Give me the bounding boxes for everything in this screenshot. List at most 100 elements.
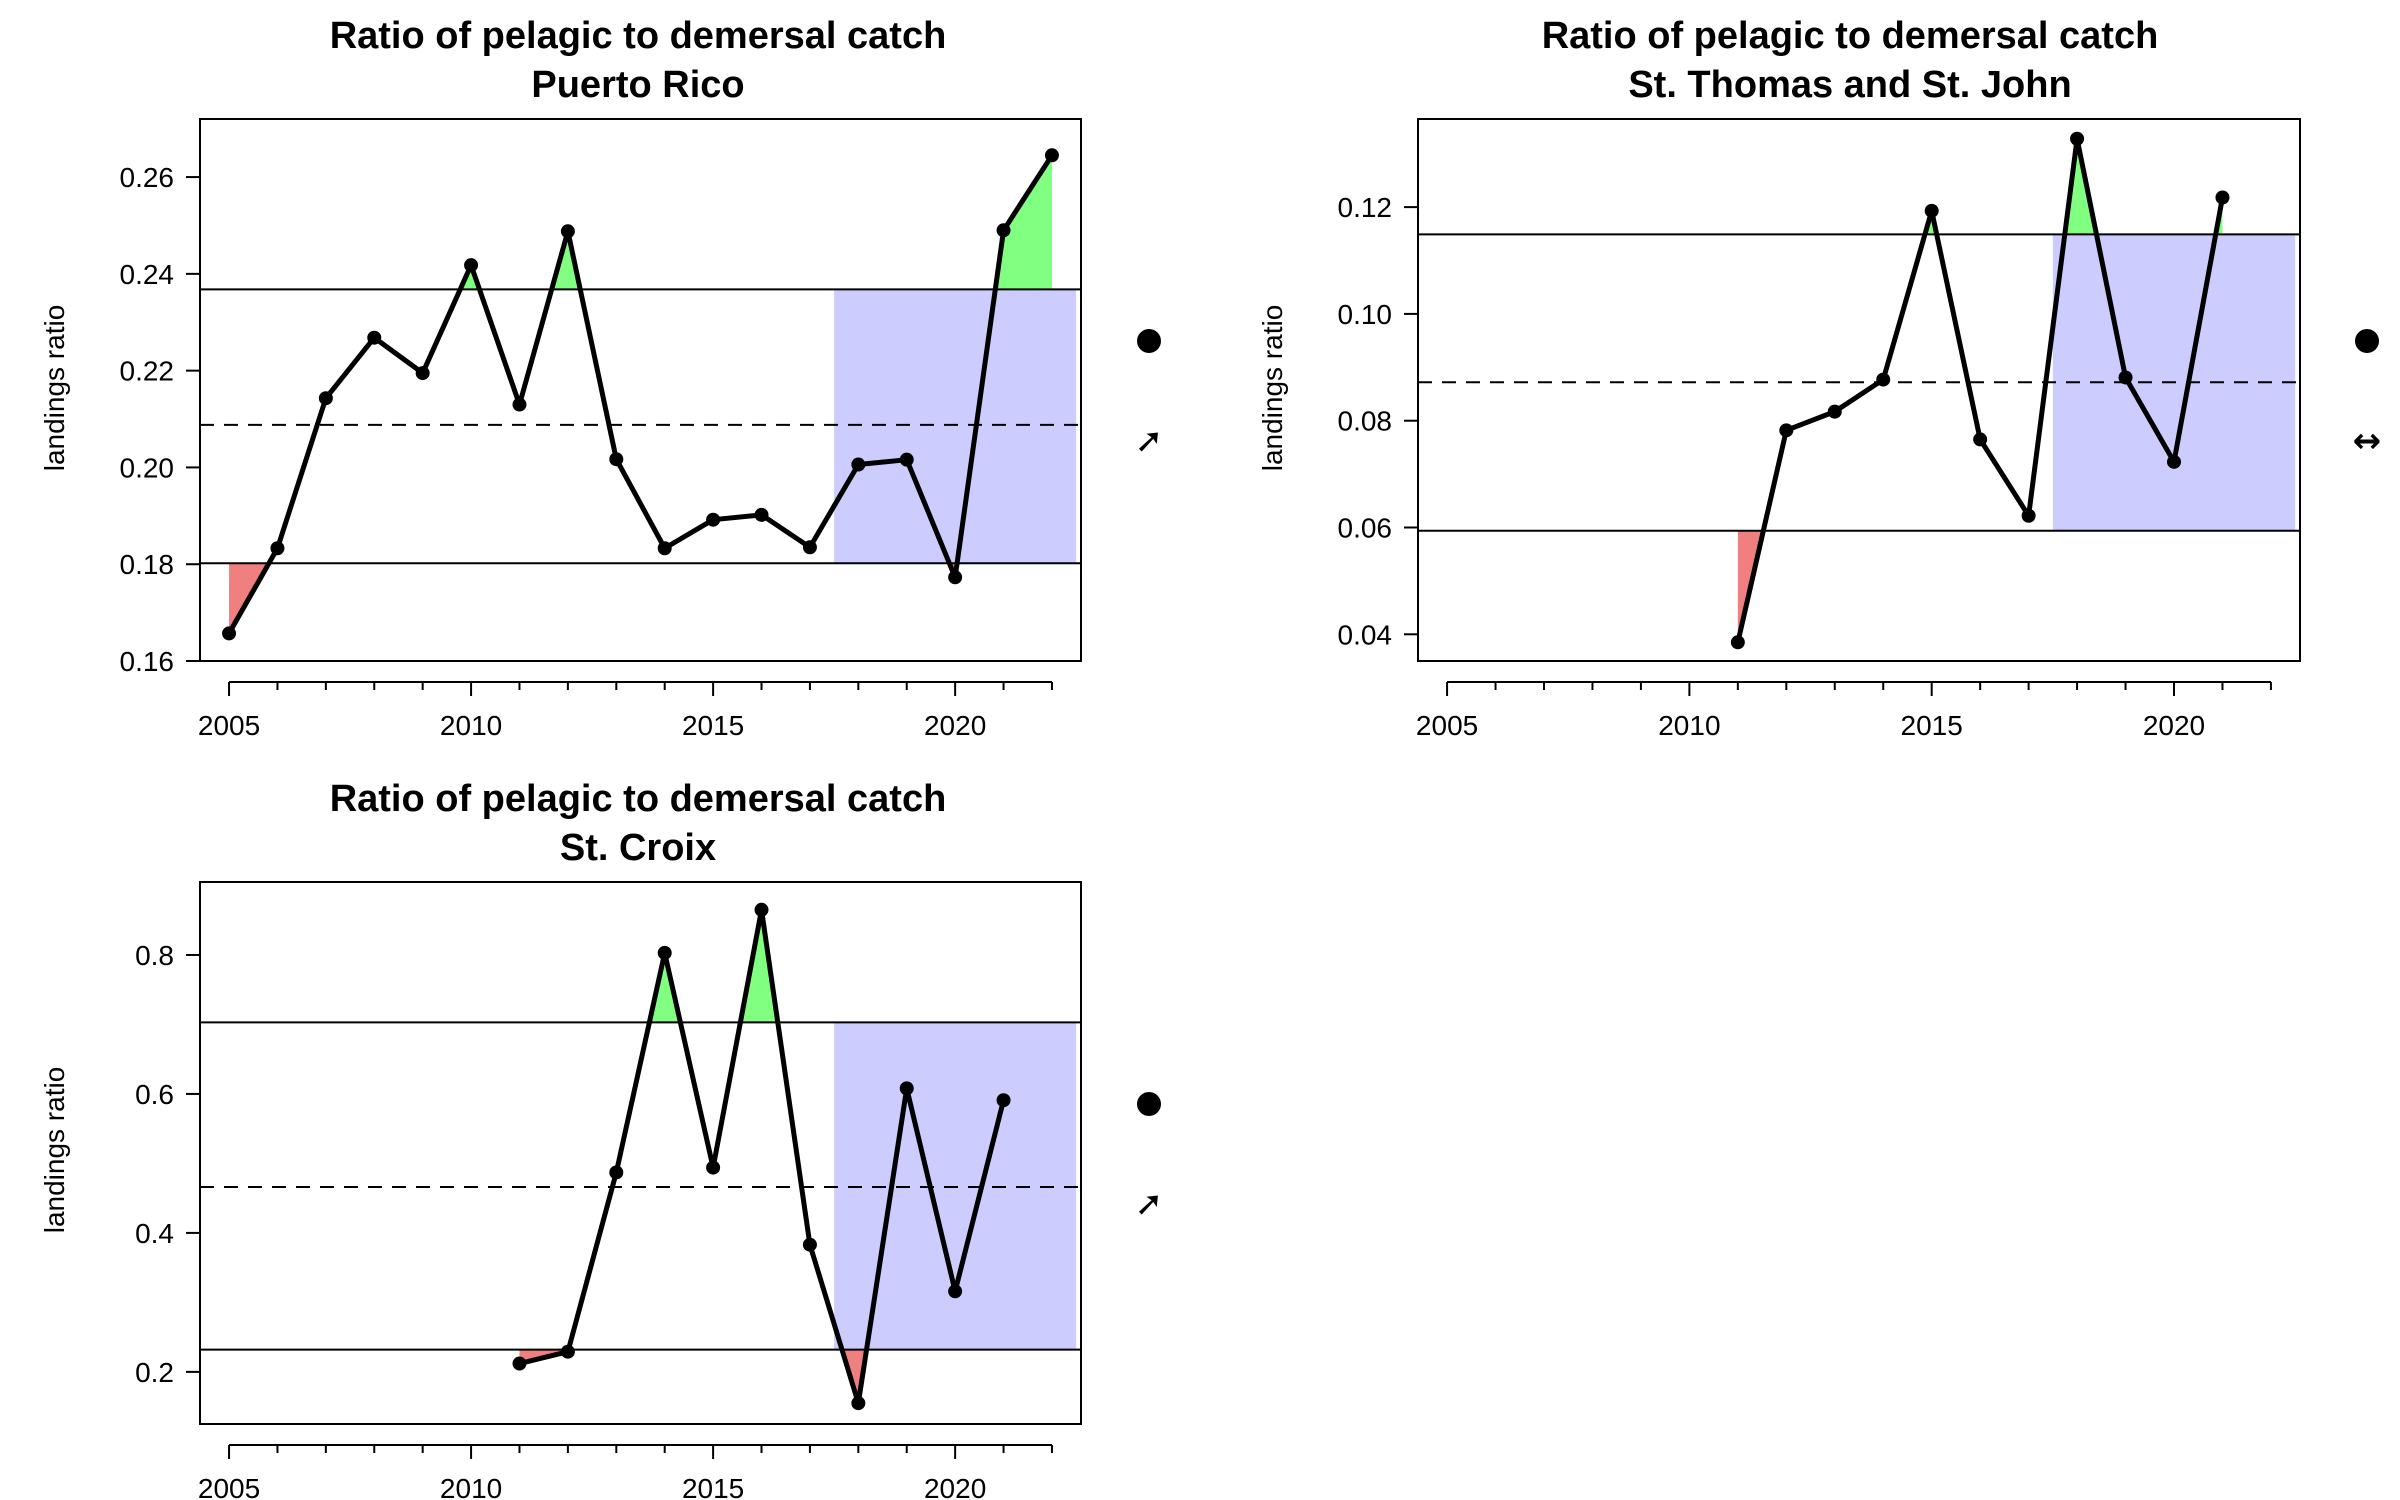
y-tick-label: 0.10 bbox=[1338, 299, 1393, 330]
data-point bbox=[2021, 508, 2036, 523]
plot-area bbox=[1418, 131, 2300, 650]
x-tick-label: 2020 bbox=[2143, 710, 2205, 741]
data-point bbox=[560, 224, 575, 239]
plot-frame bbox=[1417, 118, 2301, 662]
data-point bbox=[2118, 370, 2133, 385]
data-point bbox=[706, 512, 721, 527]
panel-title: Ratio of pelagic to demersal catch bbox=[330, 778, 947, 820]
data-point bbox=[512, 397, 527, 412]
plot-frame bbox=[199, 118, 1082, 662]
y-tick-label: 0.12 bbox=[1338, 192, 1393, 223]
data-point bbox=[609, 452, 624, 467]
x-tick-label: 2010 bbox=[440, 710, 502, 741]
panel-title: Ratio of pelagic to demersal catch bbox=[1542, 15, 2159, 57]
panel-puerto-rico: Ratio of pelagic to demersal catch Puert… bbox=[39, 15, 1163, 741]
data-point bbox=[1876, 372, 1891, 387]
recent-period-shade bbox=[834, 289, 1077, 564]
data-point bbox=[464, 258, 479, 273]
y-tick-label: 0.22 bbox=[120, 356, 175, 387]
x-tick-label: 2010 bbox=[1658, 710, 1720, 741]
data-point bbox=[996, 1093, 1011, 1108]
y-tick-label: 0.20 bbox=[120, 452, 175, 483]
y-tick-label: 0.4 bbox=[135, 1218, 174, 1249]
y-tick-label: 0.6 bbox=[135, 1079, 174, 1110]
y-tick-label: 0.26 bbox=[120, 162, 175, 193]
data-point bbox=[512, 1356, 527, 1371]
recent-period-shade bbox=[834, 1022, 1077, 1350]
data-point bbox=[415, 366, 430, 381]
y-tick-label: 0.24 bbox=[120, 259, 175, 290]
y-tick-label: 0.16 bbox=[120, 646, 175, 677]
plot-frame bbox=[199, 881, 1082, 1425]
x-tick-label: 2005 bbox=[198, 1473, 260, 1500]
data-point bbox=[1827, 404, 1842, 419]
status-indicator bbox=[1137, 1092, 1161, 1116]
data-point bbox=[948, 570, 963, 585]
data-point bbox=[609, 1165, 624, 1180]
plot-area bbox=[200, 148, 1081, 641]
data-point bbox=[754, 507, 769, 522]
data-point bbox=[1924, 203, 1939, 218]
y-axis-label: landings ratio bbox=[1257, 305, 1288, 472]
y-tick-label: 0.04 bbox=[1338, 619, 1393, 650]
above-upper-shade bbox=[740, 909, 778, 1023]
data-point bbox=[318, 391, 333, 406]
y-tick-label: 0.2 bbox=[135, 1357, 174, 1388]
panel-subtitle: St. Croix bbox=[560, 827, 716, 869]
data-point bbox=[560, 1344, 575, 1359]
series-line bbox=[226, 153, 1055, 635]
data-point bbox=[851, 1396, 866, 1411]
trend-indicator-icon: ➚ bbox=[1135, 1184, 1164, 1224]
x-tick-label: 2015 bbox=[682, 1473, 744, 1500]
x-tick-label: 2015 bbox=[682, 710, 744, 741]
panel-st-thomas-st-john: Ratio of pelagic to demersal catch St. T… bbox=[1257, 15, 2381, 741]
data-point bbox=[657, 945, 672, 960]
x-tick-label: 2020 bbox=[924, 710, 986, 741]
panel-title: Ratio of pelagic to demersal catch bbox=[330, 15, 947, 57]
y-tick-label: 0.18 bbox=[120, 549, 175, 580]
data-point bbox=[996, 223, 1011, 238]
status-indicator bbox=[1137, 329, 1161, 353]
data-point bbox=[657, 541, 672, 556]
x-tick-label: 2010 bbox=[440, 1473, 502, 1500]
data-point bbox=[948, 1284, 963, 1299]
data-point bbox=[802, 540, 817, 555]
data-point bbox=[802, 1237, 817, 1252]
y-tick-label: 0.8 bbox=[135, 940, 174, 971]
data-point bbox=[754, 902, 769, 917]
x-tick-label: 2005 bbox=[1416, 710, 1478, 741]
above-upper-shade bbox=[551, 231, 581, 290]
data-point bbox=[851, 457, 866, 472]
x-tick-label: 2020 bbox=[924, 1473, 986, 1500]
data-point bbox=[2167, 454, 2181, 469]
data-point bbox=[222, 626, 237, 641]
data-point bbox=[706, 1160, 721, 1175]
trend-indicator-icon: ↔ bbox=[2353, 421, 2382, 461]
data-point bbox=[2070, 131, 2085, 146]
data-point bbox=[1730, 635, 1745, 650]
data-point bbox=[270, 541, 285, 556]
trend-indicator-icon: ➚ bbox=[1135, 421, 1164, 461]
panel-st-croix: Ratio of pelagic to demersal catch St. C… bbox=[39, 778, 1163, 1500]
data-point bbox=[367, 330, 382, 345]
data-point bbox=[899, 452, 914, 467]
above-upper-shade bbox=[995, 155, 1052, 290]
y-tick-label: 0.08 bbox=[1338, 406, 1393, 437]
above-upper-shade bbox=[2064, 138, 2097, 235]
plot-area bbox=[200, 902, 1081, 1411]
y-tick-label: 0.06 bbox=[1338, 513, 1393, 544]
data-point bbox=[2215, 190, 2230, 205]
panel-subtitle: St. Thomas and St. John bbox=[1628, 64, 2071, 106]
y-axis-label: landings ratio bbox=[39, 1067, 70, 1234]
data-point bbox=[1973, 432, 1988, 447]
data-point bbox=[899, 1081, 914, 1096]
x-tick-label: 2005 bbox=[198, 710, 260, 741]
data-point bbox=[1044, 148, 1059, 163]
above-upper-shade bbox=[649, 952, 681, 1023]
data-point bbox=[1779, 423, 1794, 438]
panel-subtitle: Puerto Rico bbox=[531, 64, 744, 106]
status-indicator bbox=[2355, 329, 2379, 353]
x-tick-label: 2015 bbox=[1901, 710, 1963, 741]
y-axis-label: landings ratio bbox=[39, 305, 70, 472]
